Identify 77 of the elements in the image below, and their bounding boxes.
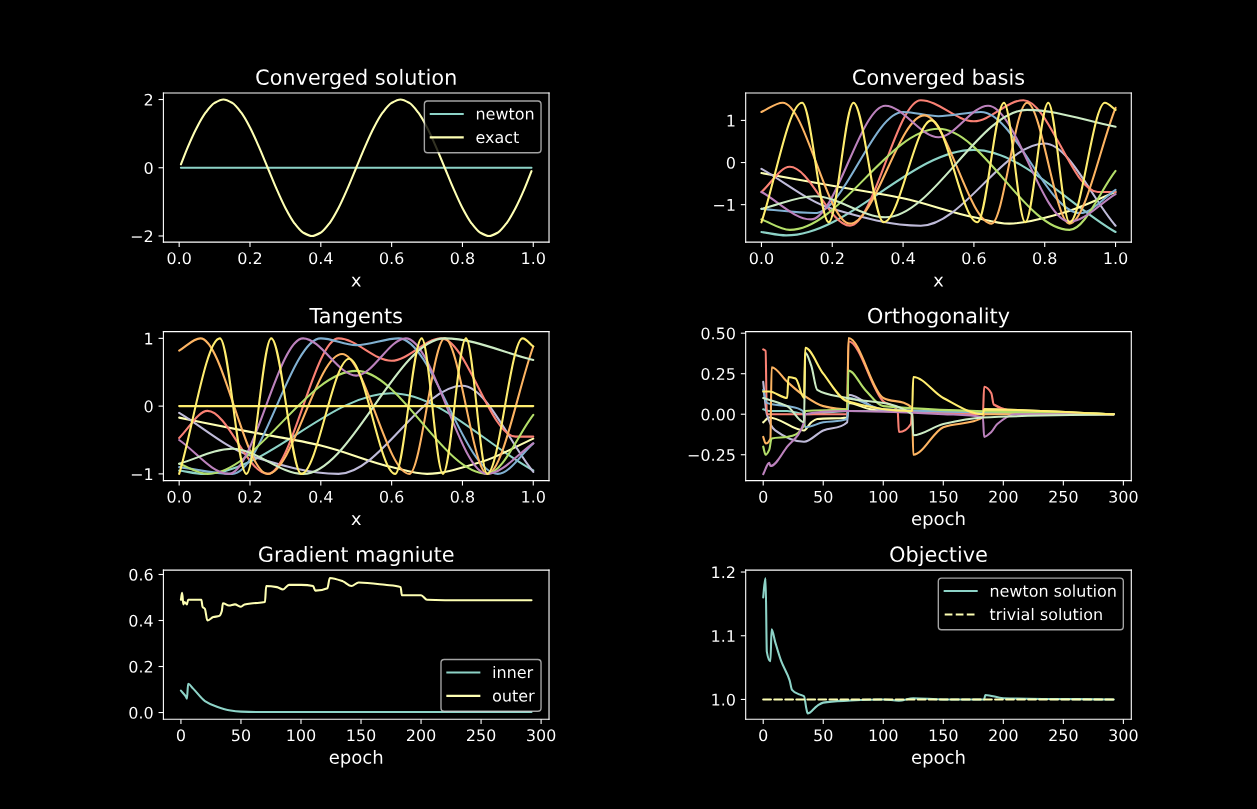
x-tick-label: 0.0 bbox=[167, 490, 191, 503]
x-tick-label: 0.4 bbox=[309, 252, 333, 265]
chart-title: Orthogonality bbox=[868, 307, 1010, 328]
chart-title: Gradient magniute bbox=[259, 545, 454, 567]
y-tick-label: −2 bbox=[131, 230, 153, 243]
x-tick-label: 0.2 bbox=[238, 252, 262, 265]
x-tick-label: 1.0 bbox=[1104, 252, 1128, 265]
x-tick-label: 1.0 bbox=[522, 252, 545, 265]
y-tick-label: −0.25 bbox=[688, 448, 735, 462]
x-tick-label: 0.6 bbox=[379, 490, 404, 503]
x-axis-title: epoch bbox=[911, 511, 965, 529]
legend-label: inner bbox=[493, 665, 534, 679]
x-tick-label: 50 bbox=[232, 729, 251, 742]
y-tick-label: 0.6 bbox=[129, 568, 153, 581]
y-tick-label: 0 bbox=[726, 156, 735, 169]
y-tick-label: 0.25 bbox=[701, 367, 735, 380]
x-tick-label: 200 bbox=[406, 729, 436, 742]
y-tick-label: 0.00 bbox=[701, 408, 735, 421]
x-axis-title: epoch bbox=[329, 749, 383, 768]
y-tick-label: 1.1 bbox=[712, 630, 735, 642]
x-tick-label: 250 bbox=[1049, 490, 1078, 503]
y-tick-label: 0 bbox=[144, 400, 153, 413]
y-tick-label: 1.0 bbox=[712, 693, 735, 706]
x-tick-label: 250 bbox=[1049, 729, 1078, 742]
x-axis-title: x bbox=[351, 515, 361, 526]
x-tick-label: 150 bbox=[929, 729, 958, 742]
x-tick-label: 100 bbox=[287, 729, 316, 742]
legend-label: outer bbox=[492, 690, 535, 702]
x-tick-label: 50 bbox=[814, 490, 833, 503]
x-tick-label: 0.0 bbox=[749, 252, 774, 265]
legend-label: newton bbox=[476, 108, 534, 120]
x-tick-label: 0.6 bbox=[962, 252, 986, 265]
x-tick-label: 0.8 bbox=[450, 252, 475, 265]
y-tick-label: −1 bbox=[714, 199, 735, 211]
chart-title: Tangents bbox=[309, 308, 402, 328]
y-tick-label: 0.0 bbox=[129, 706, 153, 719]
y-tick-label: 0.2 bbox=[129, 660, 153, 673]
x-axis-title: x bbox=[351, 276, 361, 287]
x-tick-label: 300 bbox=[1109, 729, 1138, 742]
x-tick-label: 150 bbox=[347, 729, 376, 742]
x-tick-label: 0.4 bbox=[309, 490, 333, 503]
x-tick-label: 150 bbox=[929, 490, 958, 503]
x-axis-title: epoch bbox=[911, 749, 965, 768]
x-tick-label: 200 bbox=[989, 490, 1018, 503]
x-tick-label: 0 bbox=[176, 729, 185, 742]
y-tick-label: 0.50 bbox=[701, 327, 735, 340]
x-axis-title: x bbox=[933, 276, 944, 287]
y-tick-label: 2 bbox=[144, 93, 153, 106]
x-tick-label: 50 bbox=[814, 729, 833, 742]
x-tick-label: 0.4 bbox=[891, 252, 915, 265]
x-tick-label: 250 bbox=[467, 729, 496, 742]
y-tick-label: 1 bbox=[727, 114, 735, 127]
x-tick-label: 100 bbox=[869, 729, 898, 742]
chart-title: Converged basis bbox=[853, 68, 1025, 90]
x-tick-label: 300 bbox=[1109, 490, 1138, 503]
legend-label: exact bbox=[476, 131, 519, 144]
y-tick-label: 1 bbox=[145, 332, 153, 345]
legend-label: newton solution bbox=[990, 584, 1116, 597]
y-tick-label: 0 bbox=[144, 161, 153, 175]
x-tick-label: 0.6 bbox=[379, 252, 404, 265]
chart-title: Converged solution bbox=[256, 68, 456, 90]
y-tick-label: −1 bbox=[131, 468, 153, 480]
x-tick-label: 200 bbox=[989, 729, 1018, 742]
y-tick-label: 0.4 bbox=[129, 614, 153, 627]
x-tick-label: 0.2 bbox=[238, 490, 262, 503]
x-tick-label: 0.0 bbox=[167, 252, 191, 265]
x-tick-label: 0.2 bbox=[820, 252, 844, 265]
x-tick-label: 0.8 bbox=[1033, 252, 1057, 265]
chart-title: Objective bbox=[890, 545, 987, 567]
x-tick-label: 0.8 bbox=[450, 490, 475, 503]
x-tick-label: 100 bbox=[869, 490, 898, 503]
y-tick-label: 1.2 bbox=[712, 566, 735, 579]
x-tick-label: 1.0 bbox=[522, 490, 545, 503]
legend-label: trivial solution bbox=[989, 607, 1102, 621]
x-tick-label: 0 bbox=[759, 729, 768, 742]
x-tick-label: 300 bbox=[527, 729, 556, 742]
x-tick-label: 0 bbox=[759, 490, 768, 503]
